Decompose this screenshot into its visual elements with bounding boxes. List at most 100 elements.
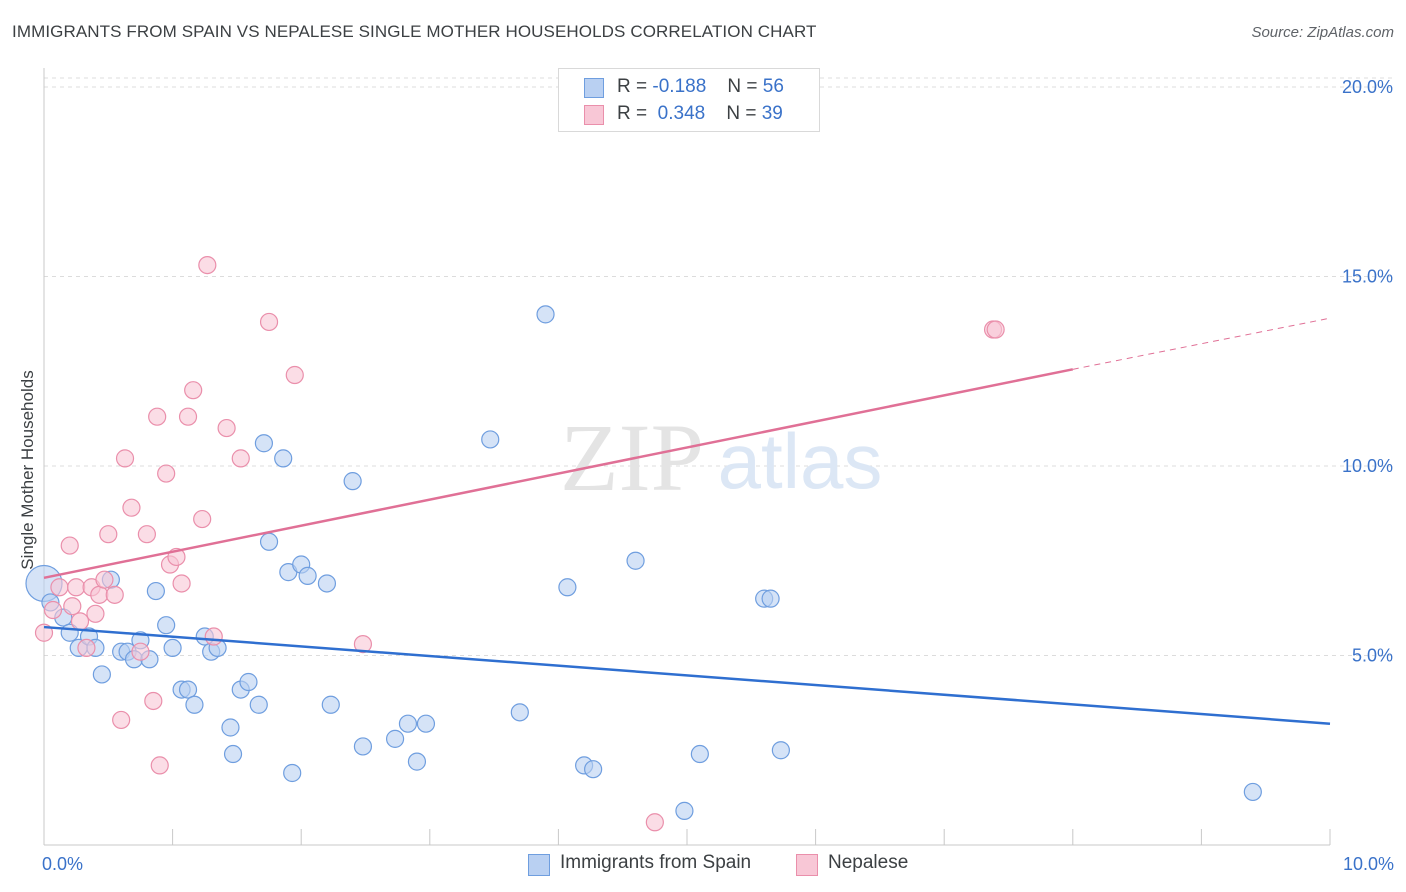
- spain-point: [626, 551, 645, 570]
- x-tick-label: 0.0%: [42, 854, 83, 874]
- legend-r-label: R =: [617, 103, 648, 124]
- nepalese-point: [95, 570, 114, 589]
- tick-labels: 5.0% 10.0% 15.0% 20.0% 0.0% 10.0%: [42, 77, 1394, 874]
- nepalese-trend-line: [43, 368, 1074, 580]
- nepalese-point: [144, 691, 163, 711]
- nepalese-point: [137, 525, 156, 544]
- nepalese-point: [184, 381, 203, 400]
- y-tick-label: 20.0%: [1342, 77, 1393, 97]
- legend-n-label: N =: [726, 103, 757, 124]
- spain-point: [407, 752, 427, 771]
- data-points: [25, 255, 1262, 832]
- spain-point: [283, 763, 302, 783]
- spain-trend-line: [43, 625, 1331, 725]
- legend-r-value: 0.348: [657, 103, 706, 124]
- nepalese-point: [157, 464, 176, 483]
- spain-point: [223, 744, 243, 764]
- spain-point: [321, 695, 340, 714]
- y-axis-label: Single Mother Households: [18, 370, 37, 570]
- spain-point: [157, 616, 176, 635]
- nepalese-point: [115, 449, 135, 468]
- spain-point: [221, 718, 240, 737]
- nepalese-trend-line: [1072, 317, 1331, 370]
- spain-point: [1243, 782, 1262, 802]
- spain-point: [353, 737, 373, 756]
- bottom-legend-label: Nepalese: [828, 852, 909, 873]
- nepalese-point: [193, 509, 212, 529]
- bottom-legend-swatch-blue: [528, 854, 550, 876]
- spain-point: [163, 638, 182, 658]
- spain-point: [675, 801, 694, 820]
- nepalese-point: [285, 365, 304, 385]
- nepalese-point: [63, 597, 82, 616]
- nepalese-point: [131, 642, 150, 661]
- spain-point: [536, 305, 555, 324]
- bottom-legend-swatch-pink: [796, 854, 818, 876]
- source-label: Source: ZipAtlas.com: [1251, 24, 1394, 41]
- spain-point: [761, 589, 780, 608]
- spain-point: [690, 744, 709, 764]
- nepalese-point: [67, 578, 86, 597]
- spain-point: [185, 695, 204, 714]
- nepalese-point: [204, 627, 223, 646]
- nepalese-point: [77, 638, 96, 658]
- nepalese-point: [217, 418, 236, 438]
- legend-text: R = -0.188 N = 56: [617, 76, 784, 98]
- spain-point: [249, 695, 268, 714]
- nepalese-point: [112, 710, 131, 730]
- nepalese-point: [148, 407, 167, 426]
- nepalese-point: [645, 813, 664, 832]
- legend-n-value: 56: [762, 76, 784, 97]
- spain-point: [343, 472, 362, 491]
- nepalese-point: [43, 600, 63, 620]
- trend-lines: [43, 317, 1331, 725]
- nepalese-point: [353, 635, 373, 654]
- nepalese-point: [70, 612, 90, 631]
- nepalese-point: [231, 449, 250, 468]
- nepalese-point: [90, 585, 109, 604]
- grid-lines: [44, 77, 1392, 656]
- nepalese-point: [178, 407, 198, 426]
- legend-n-label: N =: [727, 76, 758, 97]
- legend-swatch-pink: [584, 105, 604, 125]
- nepalese-point: [99, 525, 118, 544]
- legend-r-label: R =: [617, 76, 648, 97]
- legend-r-value: -0.188: [652, 76, 707, 97]
- stats-legend: R = -0.188 N = 56 R = 0.348 N = 39: [558, 68, 820, 132]
- nepalese-point: [86, 604, 105, 623]
- spain-point: [178, 680, 198, 699]
- nepalese-point: [60, 536, 79, 555]
- spain-point: [510, 703, 529, 722]
- y-tick-label: 15.0%: [1342, 266, 1393, 286]
- nepalese-point: [122, 498, 141, 517]
- chart-title: IMMIGRANTS FROM SPAIN VS NEPALESE SINGLE…: [12, 22, 817, 41]
- watermark: ZIP atlas: [560, 404, 882, 511]
- axes: [43, 68, 1331, 846]
- nepalese-point: [172, 574, 191, 593]
- nepalese-point: [150, 756, 169, 775]
- spain-point: [146, 581, 165, 601]
- spain-point: [239, 672, 258, 692]
- spain-point: [317, 574, 337, 593]
- nepalese-point: [105, 585, 124, 604]
- spain-point: [254, 434, 274, 453]
- watermark-atlas: atlas: [718, 417, 883, 505]
- spain-point: [558, 578, 577, 597]
- legend-swatch-blue: [584, 78, 604, 98]
- spain-point: [398, 714, 418, 733]
- x-tick-label: 10.0%: [1343, 854, 1394, 874]
- spain-point: [298, 566, 317, 585]
- bottom-legend-label: Immigrants from Spain: [560, 852, 752, 873]
- spain-point: [259, 532, 279, 551]
- spain-point: [416, 714, 436, 733]
- spain-point: [481, 430, 500, 449]
- legend-text: R = 0.348 N = 39: [617, 103, 783, 125]
- nepalese-point: [198, 255, 217, 275]
- legend-n-value: 39: [761, 103, 783, 124]
- y-tick-label: 10.0%: [1342, 456, 1393, 476]
- nepalese-point: [986, 320, 1005, 339]
- spain-point: [385, 729, 405, 748]
- spain-point: [274, 449, 293, 468]
- spain-point: [92, 665, 111, 684]
